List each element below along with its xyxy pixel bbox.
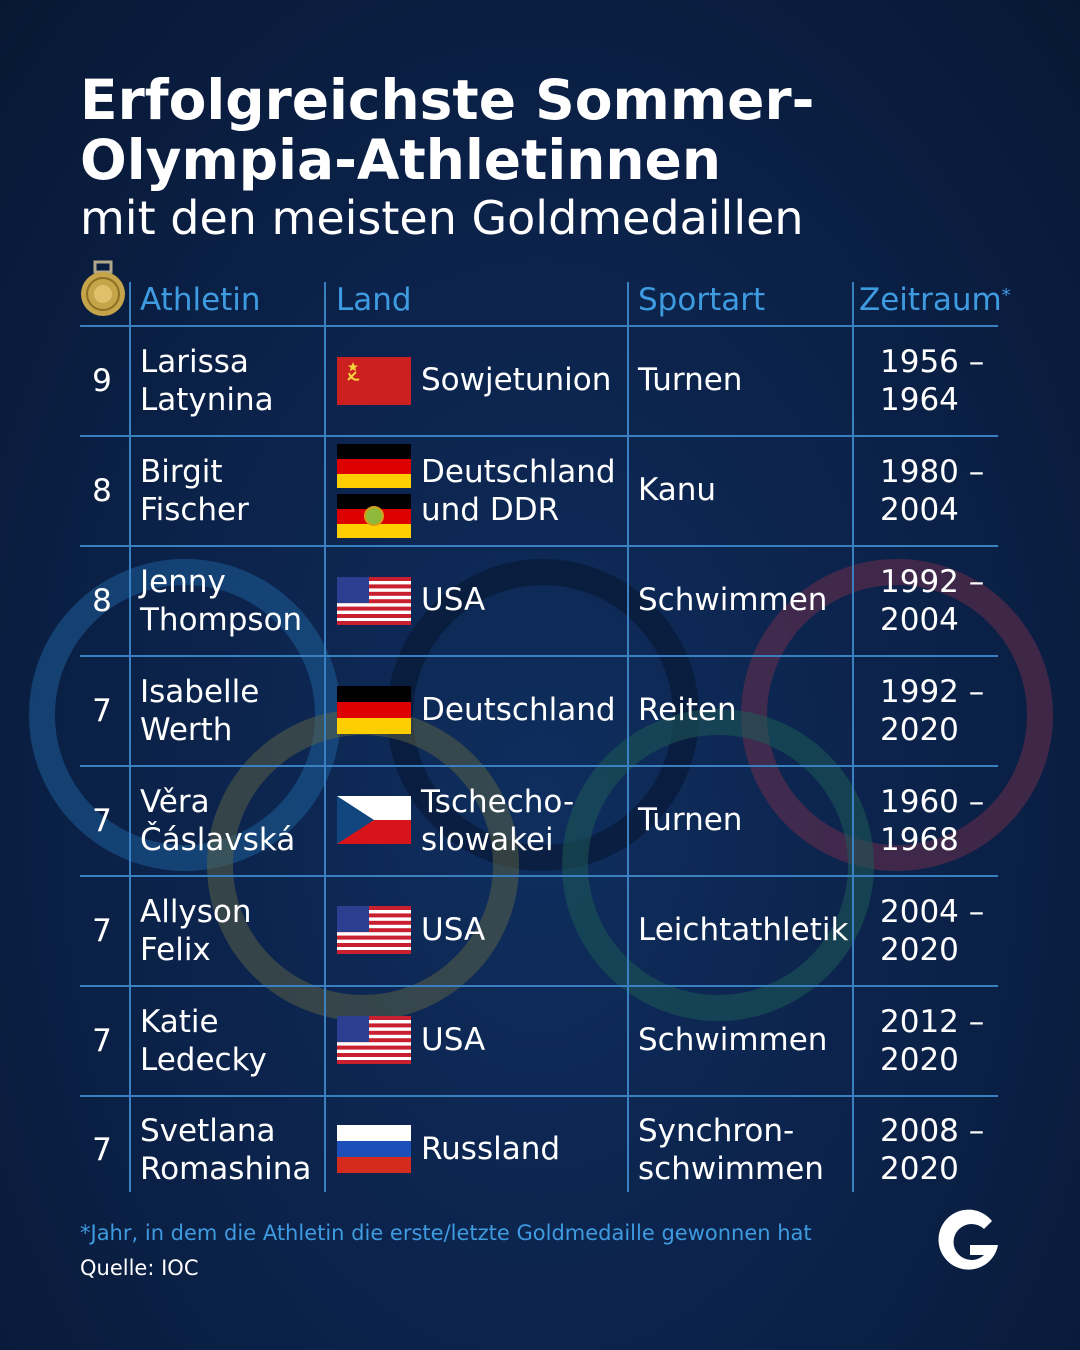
g-logo-icon [938,1209,998,1270]
gdr-flag [337,494,411,538]
soviet-union-flag [337,357,411,405]
athlete-name: Allyson Felix [140,894,252,968]
period: 1956 –1964 [880,344,985,418]
country-name: USA [421,1022,486,1058]
athlete-name: Katie Ledecky [140,1004,267,1078]
period: 1992 –2004 [880,564,985,638]
athlete-name: Jenny Thompson [140,564,303,638]
medal-count: 7 [92,913,112,949]
medal-count: 9 [92,363,112,399]
usa-flag [337,577,411,625]
country-name: USA [421,912,486,948]
germany-flag [337,686,411,734]
country-name: Sowjetunion [421,362,612,398]
header-sport: Sportart [638,282,766,318]
gold-medal-icon [81,260,125,316]
source: Quelle: IOC [80,1256,199,1280]
country-name: Deutschland und DDR [421,454,616,528]
title-line-2: Olympia-Athletinnen [80,128,722,192]
header-period: Zeitraum* [859,282,1011,318]
athlete-name: Svetlana Romashina [140,1113,312,1187]
athlete-name: Larissa Latynina [140,344,274,418]
period: 1992 –2020 [880,674,985,748]
athlete-name: Birgit Fischer [140,454,249,528]
footnote: *Jahr, in dem die Athletin die erste/let… [80,1221,812,1245]
russia-flag [337,1125,411,1173]
czechoslovakia-flag [337,796,411,844]
period: 1980 –2004 [880,454,985,528]
period: 1960 –1968 [880,784,985,858]
sport-name: Synchron-schwimmen [638,1113,824,1187]
medal-count: 7 [92,803,112,839]
medal-count: 8 [92,473,112,509]
header-athlete: Athletin [140,282,261,318]
page-subtitle: mit den meisten Goldmedaillen [80,191,804,245]
sport-name: Turnen [638,362,743,398]
germany-flag [337,444,411,488]
period: 2012 –2020 [880,1004,985,1078]
medal-count: 7 [92,693,112,729]
country-name: Tschecho-slowakei [421,784,575,858]
sport-name: Turnen [638,802,743,838]
usa-flag [337,1016,411,1064]
green-ring [562,709,874,1021]
sport-name: Leichtathletik [638,912,849,948]
title-line-1: Erfolgreichste Sommer- [80,68,815,132]
period: 2008 –2020 [880,1113,985,1187]
athlete-name: Isabelle Werth [140,674,260,748]
header-country: Land [336,282,412,318]
country-name: Deutschland [421,692,616,728]
period: 2004 –2020 [880,894,985,968]
sport-name: Schwimmen [638,1022,828,1058]
medal-count: 7 [92,1132,112,1168]
sport-name: Kanu [638,472,717,508]
usa-flag [337,906,411,954]
country-name: USA [421,582,486,618]
medal-count: 7 [92,1023,112,1059]
sport-name: Reiten [638,692,737,728]
athlete-name: Věra Čáslavská [140,784,296,858]
period-footnote-mark: * [1001,285,1011,306]
medal-count: 8 [92,583,112,619]
country-name: Russland [421,1131,561,1167]
sport-name: Schwimmen [638,582,828,618]
page-title: Erfolgreichste Sommer- Olympia-Athletinn… [80,70,814,190]
